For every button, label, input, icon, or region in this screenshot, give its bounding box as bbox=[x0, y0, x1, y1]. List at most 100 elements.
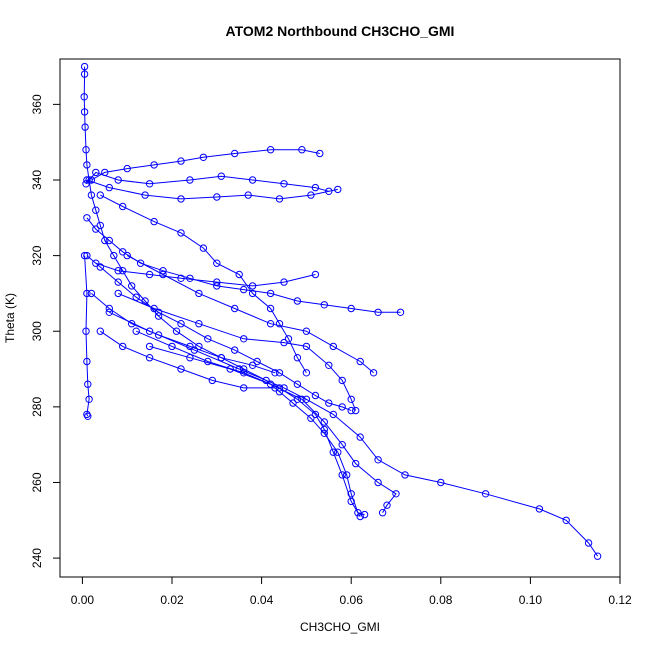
series-8 bbox=[96, 327, 279, 392]
y-axis: 240 260 280 300 320 340 360 bbox=[30, 94, 61, 568]
data-point bbox=[231, 304, 239, 313]
series-13 bbox=[145, 342, 400, 517]
data-point bbox=[320, 301, 328, 309]
data-point bbox=[401, 471, 409, 479]
data-point bbox=[80, 93, 88, 101]
data-point bbox=[123, 251, 131, 260]
data-point bbox=[280, 338, 288, 347]
series-9 bbox=[123, 251, 378, 377]
data-point bbox=[383, 501, 391, 509]
data-point bbox=[154, 331, 163, 339]
data-point bbox=[593, 552, 602, 560]
data-point bbox=[81, 123, 89, 131]
data-point bbox=[240, 384, 248, 392]
data-point bbox=[311, 391, 320, 400]
data-point bbox=[150, 217, 158, 226]
series-line bbox=[83, 66, 365, 516]
data-point bbox=[145, 354, 154, 362]
data-point bbox=[338, 471, 346, 479]
data-point bbox=[311, 410, 320, 419]
data-point bbox=[240, 365, 248, 373]
data-point bbox=[240, 285, 248, 294]
data-point bbox=[177, 229, 185, 237]
data-point bbox=[119, 248, 127, 256]
data-point bbox=[96, 221, 105, 230]
data-point bbox=[562, 516, 570, 524]
data-point bbox=[369, 369, 378, 377]
data-point bbox=[186, 354, 194, 362]
data-point bbox=[320, 418, 328, 426]
series-line bbox=[85, 171, 329, 192]
data-point bbox=[177, 157, 185, 165]
data-point bbox=[325, 361, 333, 369]
data-point bbox=[195, 289, 203, 298]
series-10 bbox=[132, 327, 364, 521]
y-tick-label: 260 bbox=[30, 472, 44, 492]
data-point bbox=[343, 471, 351, 479]
data-point bbox=[123, 164, 131, 173]
data-point bbox=[83, 161, 91, 169]
data-point bbox=[280, 180, 288, 188]
data-point bbox=[356, 357, 364, 366]
data-point bbox=[240, 335, 248, 343]
data-point bbox=[293, 354, 302, 362]
data-point bbox=[329, 342, 337, 351]
data-point bbox=[83, 214, 91, 222]
data-point bbox=[83, 289, 91, 298]
data-point bbox=[275, 320, 284, 328]
data-point bbox=[87, 191, 96, 199]
series-line bbox=[100, 330, 275, 389]
data-point bbox=[248, 176, 257, 184]
data-point bbox=[80, 62, 89, 71]
x-tick-label: 0.06 bbox=[340, 593, 364, 607]
data-point bbox=[119, 342, 127, 351]
data-point bbox=[311, 183, 320, 192]
data-point bbox=[208, 376, 217, 385]
data-point bbox=[284, 335, 293, 343]
series-6 bbox=[92, 259, 320, 290]
series-2 bbox=[82, 168, 333, 196]
data-point bbox=[302, 327, 311, 335]
series-line bbox=[95, 262, 316, 287]
series-3 bbox=[83, 214, 405, 316]
data-point bbox=[325, 399, 333, 407]
data-point bbox=[145, 327, 154, 335]
x-tick-label: 0.04 bbox=[250, 593, 274, 607]
data-point bbox=[186, 274, 194, 282]
series-layer bbox=[80, 62, 602, 560]
data-point bbox=[145, 270, 154, 279]
data-point bbox=[334, 185, 342, 194]
data-point bbox=[253, 357, 261, 366]
data-point bbox=[213, 278, 221, 286]
data-point bbox=[159, 270, 167, 279]
data-point bbox=[293, 395, 302, 403]
data-point bbox=[347, 406, 355, 415]
data-point bbox=[213, 259, 221, 267]
data-point bbox=[275, 369, 284, 377]
data-point bbox=[307, 414, 315, 422]
data-point bbox=[195, 320, 203, 328]
data-point bbox=[101, 168, 109, 177]
x-tick-label: 0.02 bbox=[160, 593, 184, 607]
data-point bbox=[293, 297, 302, 305]
data-point bbox=[80, 70, 89, 78]
data-point bbox=[199, 153, 208, 162]
data-point bbox=[302, 369, 311, 377]
data-point bbox=[347, 395, 355, 403]
data-point bbox=[114, 289, 122, 298]
series-line bbox=[136, 330, 361, 517]
x-tick-label: 0.12 bbox=[608, 593, 632, 607]
x-axis: 0.00 0.02 0.04 0.06 0.08 0.10 0.12 bbox=[71, 576, 632, 607]
y-tick-label: 280 bbox=[30, 397, 44, 417]
data-point bbox=[374, 456, 382, 464]
data-point bbox=[392, 490, 400, 498]
series-7 bbox=[87, 289, 279, 377]
data-point bbox=[172, 327, 181, 335]
series-15 bbox=[80, 251, 93, 420]
data-point bbox=[293, 380, 302, 388]
series-line bbox=[86, 217, 401, 313]
data-point bbox=[356, 433, 364, 441]
data-point bbox=[141, 191, 149, 199]
plot-frame bbox=[59, 58, 621, 578]
